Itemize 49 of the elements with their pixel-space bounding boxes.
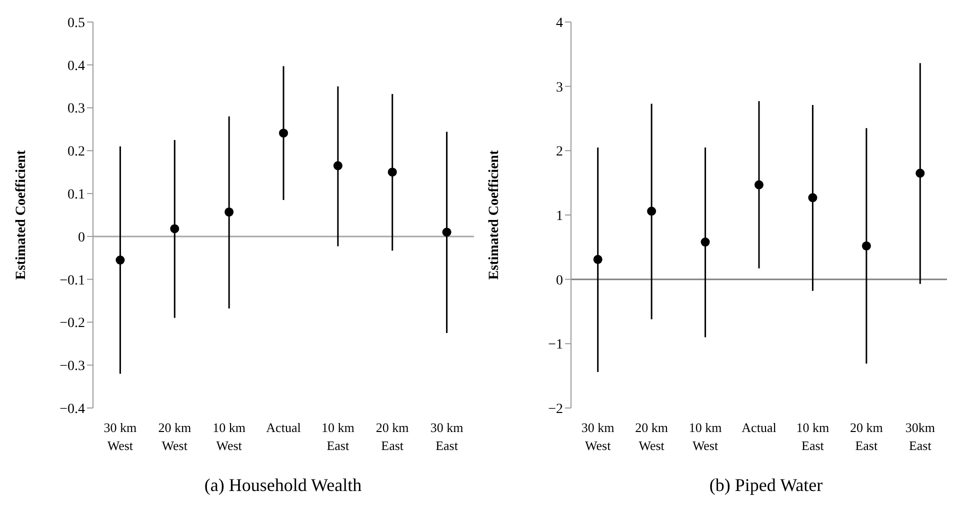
point xyxy=(116,256,125,265)
x-tick-label: Actual xyxy=(742,420,777,435)
x-tick-label: 20 km West xyxy=(635,420,668,453)
x-tick-label: 30 km West xyxy=(581,420,614,453)
y-tick-label: −0.4 xyxy=(60,402,85,417)
y-tick-label: 1 xyxy=(556,208,563,224)
y-tick-label: 0 xyxy=(556,273,563,288)
text: (b) Piped Water xyxy=(708,475,824,496)
point xyxy=(278,128,288,138)
x-tick-label: 10 km East xyxy=(321,420,354,453)
point xyxy=(754,180,764,190)
y-tick-label: 4 xyxy=(556,16,563,31)
point xyxy=(808,193,818,202)
x-tick-label: 20 km West xyxy=(158,420,192,453)
y-axis-title: Estimated Coefficient xyxy=(486,150,502,280)
x-tick-label: 30 km East xyxy=(430,420,464,453)
x-tick-label: 10 km West xyxy=(212,420,246,453)
point xyxy=(333,161,342,170)
point xyxy=(916,168,925,178)
y-tick-label: −0.2 xyxy=(60,316,85,332)
y-tick-label: 3 xyxy=(556,80,563,96)
x-tick-label: 10 km West xyxy=(688,420,722,453)
y-tick-label: 0.5 xyxy=(68,16,85,31)
point xyxy=(224,207,234,217)
x-tick-label: 10 km East xyxy=(796,420,830,453)
x-tick-label: 20 km East xyxy=(850,420,883,453)
x-tick-label: 20 km East xyxy=(376,420,409,453)
point xyxy=(700,238,710,247)
y-tick-label: 0.1 xyxy=(68,188,85,203)
x-tick-label: Actual xyxy=(266,420,302,435)
point xyxy=(388,168,397,177)
y-tick-label: 0.4 xyxy=(68,58,85,74)
point xyxy=(593,254,602,264)
text: (a) Household Wealth xyxy=(203,475,363,496)
point xyxy=(170,224,180,234)
point xyxy=(862,241,871,250)
y-tick-label: 0 xyxy=(78,230,85,246)
point xyxy=(442,228,452,237)
x-tick-label: 30 km West xyxy=(104,420,137,453)
y-tick-label: −0.3 xyxy=(60,359,85,374)
y-tick-label: 0.3 xyxy=(68,102,85,117)
y-tick-label: 0.2 xyxy=(68,144,85,160)
x-tick-label: 30km East xyxy=(905,420,935,453)
y-tick-label: 2 xyxy=(556,144,563,160)
point xyxy=(647,206,656,216)
y-tick-label: −2 xyxy=(548,402,563,417)
y-axis-title: Estimated Coefficient xyxy=(14,150,29,280)
y-tick-label: −0.1 xyxy=(60,273,85,288)
y-tick-label: −1 xyxy=(548,338,563,353)
